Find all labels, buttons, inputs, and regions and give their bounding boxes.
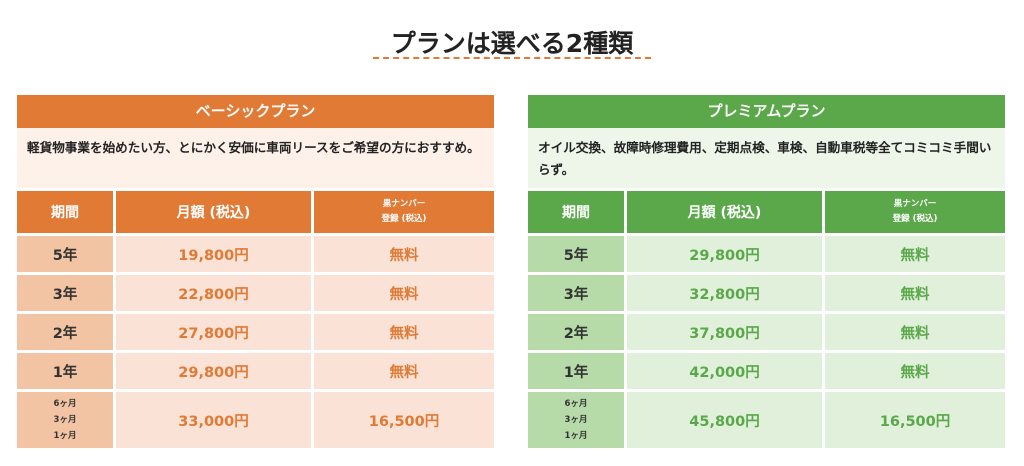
- period-cell: 6ヶ月 3ヶ月 1ヶ月: [528, 392, 624, 448]
- plan-description: 軽貨物事業を始めたい方、とにかく安価に車両リースをご希望の方におすすめ。: [17, 128, 494, 188]
- price-row: 1年 42,000円 無料: [528, 353, 1005, 389]
- period-cell: 2年: [17, 314, 113, 350]
- price-cell: 無料: [825, 275, 1005, 311]
- price-cell: 無料: [825, 236, 1005, 272]
- plan-description: オイル交換、故障時修理費用、定期点検、車検、自動車税等全てコミコミ手間いらず。: [528, 128, 1005, 188]
- price-row: 3年 32,800円 無料: [528, 275, 1005, 311]
- price-cell: 無料: [314, 314, 494, 350]
- price-row: 5年 19,800円 無料: [17, 236, 494, 272]
- price-cell: 無料: [314, 353, 494, 389]
- period-cell: 6ヶ月 3ヶ月 1ヶ月: [17, 392, 113, 448]
- price-cell: 19,800円: [116, 236, 311, 272]
- header-row: 期間 月額 (税込) 黒ナンバー 登録 (税込): [528, 191, 1005, 233]
- period-cell: 5年: [17, 236, 113, 272]
- column-header: 月額 (税込): [116, 191, 311, 233]
- price-cell: 45,800円: [627, 392, 822, 448]
- period-cell: 5年: [528, 236, 624, 272]
- price-cell: 33,000円: [116, 392, 311, 448]
- price-cell: 無料: [314, 236, 494, 272]
- price-cell: 無料: [825, 353, 1005, 389]
- page-title: プランは選べる2種類: [390, 29, 634, 58]
- price-cell: 29,800円: [116, 353, 311, 389]
- period-cell: 1年: [528, 353, 624, 389]
- price-cell: 16,500円: [314, 392, 494, 448]
- price-row: 1年 29,800円 無料: [17, 353, 494, 389]
- price-cell: 27,800円: [116, 314, 311, 350]
- price-row: 6ヶ月 3ヶ月 1ヶ月 33,000円 16,500円: [17, 392, 494, 448]
- period-cell: 3年: [528, 275, 624, 311]
- price-cell: 無料: [314, 275, 494, 311]
- price-row: 6ヶ月 3ヶ月 1ヶ月 45,800円 16,500円: [528, 392, 1005, 448]
- column-header: 黒ナンバー 登録 (税込): [825, 191, 1005, 233]
- price-row: 2年 27,800円 無料: [17, 314, 494, 350]
- price-row: 3年 22,800円 無料: [17, 275, 494, 311]
- price-cell: 29,800円: [627, 236, 822, 272]
- price-row: 2年 37,800円 無料: [528, 314, 1005, 350]
- plan-table: ベーシックプラン 軽貨物事業を始めたい方、とにかく安価に車両リースをご希望の方にお…: [17, 95, 494, 448]
- plan-table: プレミアムプラン オイル交換、故障時修理費用、定期点検、車検、自動車税等全てコミコ…: [528, 95, 1005, 448]
- price-cell: 無料: [825, 314, 1005, 350]
- period-cell: 3年: [17, 275, 113, 311]
- price-cell: 37,800円: [627, 314, 822, 350]
- column-header: 期間: [17, 191, 113, 233]
- column-header: 期間: [528, 191, 624, 233]
- price-cell: 22,800円: [116, 275, 311, 311]
- price-cell: 32,800円: [627, 275, 822, 311]
- price-cell: 42,000円: [627, 353, 822, 389]
- period-cell: 1年: [17, 353, 113, 389]
- price-cell: 16,500円: [825, 392, 1005, 448]
- price-row: 5年 29,800円 無料: [528, 236, 1005, 272]
- column-header: 黒ナンバー 登録 (税込): [314, 191, 494, 233]
- period-cell: 2年: [528, 314, 624, 350]
- header-row: 期間 月額 (税込) 黒ナンバー 登録 (税込): [17, 191, 494, 233]
- plan-name: プレミアムプラン: [528, 95, 1005, 128]
- title-underline: [373, 57, 651, 59]
- plan-name: ベーシックプラン: [17, 95, 494, 128]
- column-header: 月額 (税込): [627, 191, 822, 233]
